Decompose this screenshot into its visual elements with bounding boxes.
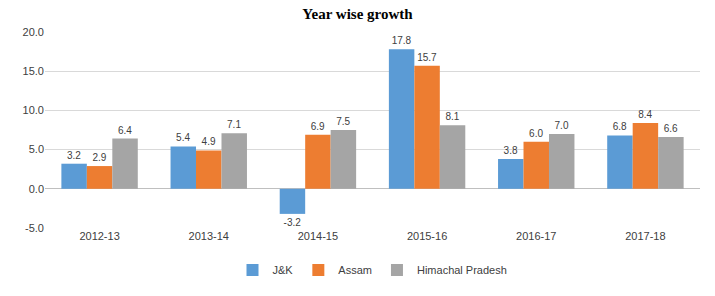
svg-text:2014-15: 2014-15 [298,230,338,242]
svg-text:6.8: 6.8 [613,121,627,132]
svg-text:8.4: 8.4 [638,109,652,120]
svg-text:6.4: 6.4 [118,125,132,136]
svg-text:Assam: Assam [338,264,372,276]
svg-text:3.8: 3.8 [504,145,518,156]
svg-text:2.9: 2.9 [92,152,106,163]
svg-text:2015-16: 2015-16 [407,230,447,242]
svg-text:4.9: 4.9 [202,136,216,147]
svg-text:2012-13: 2012-13 [79,230,119,242]
svg-text:3.2: 3.2 [67,150,81,161]
svg-text:8.1: 8.1 [445,111,459,122]
svg-text:2016-17: 2016-17 [516,230,556,242]
svg-text:6.6: 6.6 [664,123,678,134]
svg-text:7.0: 7.0 [555,120,569,131]
svg-text:2017-18: 2017-18 [625,230,665,242]
svg-text:5.4: 5.4 [176,132,190,143]
svg-text:Year wise growth: Year wise growth [302,6,413,22]
svg-text:Himachal Pradesh: Himachal Pradesh [417,264,507,276]
svg-text:7.1: 7.1 [227,119,241,130]
svg-text:20.0: 20.0 [23,26,44,38]
svg-text:-5.0: -5.0 [25,222,44,234]
svg-text:J&K: J&K [273,264,294,276]
svg-text:-3.2: -3.2 [284,217,302,228]
svg-text:7.5: 7.5 [336,116,350,127]
svg-text:17.8: 17.8 [392,35,412,46]
svg-text:6.0: 6.0 [529,128,543,139]
svg-text:5.0: 5.0 [29,143,44,155]
svg-text:15.0: 15.0 [23,65,44,77]
svg-text:2013-14: 2013-14 [189,230,229,242]
svg-text:15.7: 15.7 [417,52,437,63]
svg-text:0.0: 0.0 [29,183,44,195]
svg-text:10.0: 10.0 [23,104,44,116]
svg-text:6.9: 6.9 [311,121,325,132]
